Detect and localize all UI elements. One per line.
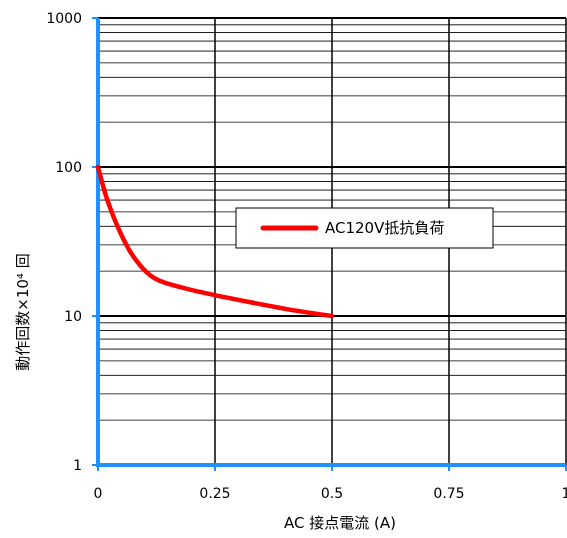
y-tick-label: 1: [73, 458, 82, 474]
legend: AC120V抵抗負荷: [235, 207, 494, 249]
x-axis-title: AC 接点電流 (A): [284, 514, 396, 532]
x-tick-label: 0.5: [321, 486, 343, 502]
y-tick-label: 10: [64, 309, 82, 325]
x-tick-label: 0: [94, 486, 103, 502]
series-lines: [95, 164, 335, 319]
y-tick-label: 1000: [46, 11, 82, 27]
x-tick-label: 0.25: [199, 486, 230, 502]
x-tick-label: 1: [562, 486, 567, 502]
tick-labels: 0 0.25 0.5 0.75 1 1 10 100 1000: [46, 11, 567, 502]
x-tick-label: 0.75: [433, 486, 464, 502]
y-axis-title: 動作回数×10⁴ 回: [14, 253, 32, 370]
y-tick-label: 100: [55, 160, 82, 176]
series-line: [95, 164, 335, 319]
legend-label: AC120V抵抗負荷: [325, 219, 444, 237]
